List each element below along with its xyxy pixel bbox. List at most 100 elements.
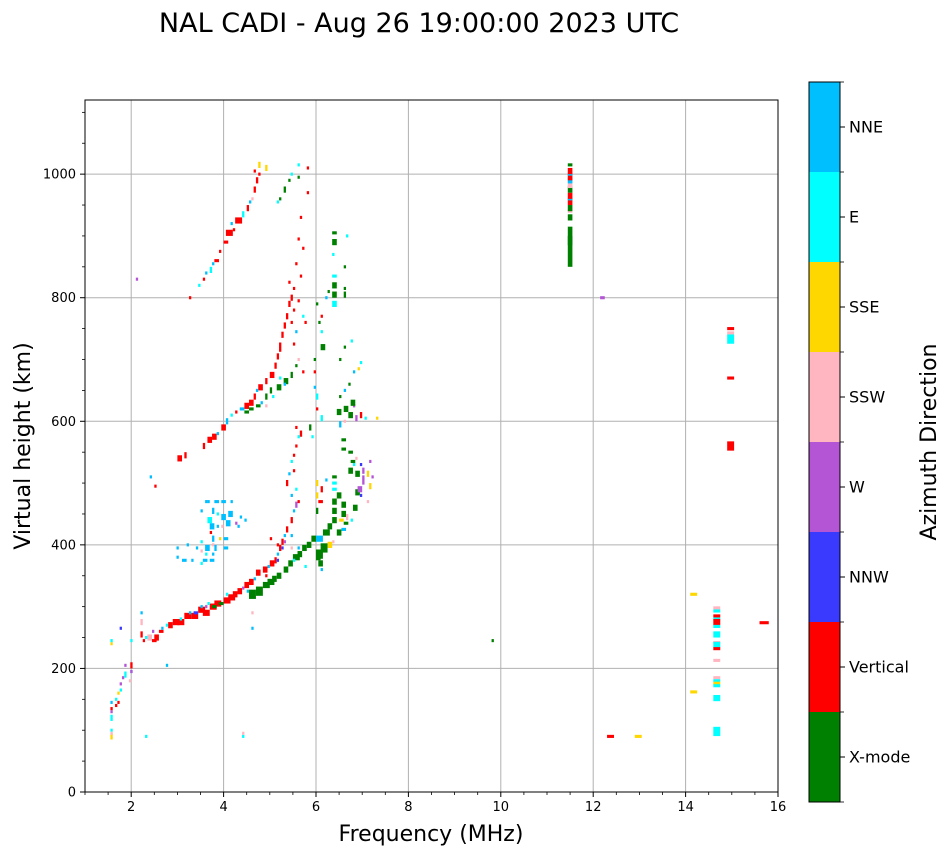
data-point-x-mode xyxy=(336,529,342,536)
data-point-nne xyxy=(239,515,243,519)
data-point-nne xyxy=(221,500,226,504)
data-point-vertical xyxy=(172,619,180,626)
data-point-vertical xyxy=(110,707,113,711)
data-point-nne xyxy=(292,509,296,513)
colorbar-tick-label: SSW xyxy=(849,388,885,407)
data-point-nne xyxy=(212,507,215,514)
y-tick-label: 1000 xyxy=(43,168,76,183)
data-point-x-mode xyxy=(343,286,347,290)
data-point-e xyxy=(115,697,118,701)
data-point-vertical xyxy=(191,612,199,619)
data-point-vertical xyxy=(232,228,236,232)
data-point-vertical xyxy=(292,453,296,457)
data-point-x-mode xyxy=(288,178,291,182)
data-point-vertical xyxy=(567,174,573,181)
data-point-x-mode xyxy=(332,291,337,298)
data-point-e xyxy=(110,728,113,732)
data-point-w xyxy=(369,459,372,463)
data-point-vertical xyxy=(214,259,219,263)
data-point-e xyxy=(145,734,148,738)
plot-background xyxy=(85,100,778,792)
data-point-vertical xyxy=(279,342,282,352)
data-point-sse xyxy=(713,681,721,685)
data-point-x-mode xyxy=(343,345,347,349)
data-point-x-mode xyxy=(341,438,347,442)
data-point-vertical xyxy=(212,433,217,440)
data-point-e xyxy=(205,552,208,556)
data-point-e xyxy=(727,334,735,344)
chart-title: NAL CADI - Aug 26 19:00:00 2023 UTC xyxy=(159,8,679,39)
data-point-vertical xyxy=(302,246,305,250)
data-point-nne xyxy=(325,296,328,300)
data-point-vertical xyxy=(255,569,261,576)
data-point-e xyxy=(316,393,319,400)
data-point-vertical xyxy=(288,300,291,307)
data-point-vertical xyxy=(290,320,293,324)
data-point-x-mode xyxy=(352,504,358,511)
y-tick-label: 800 xyxy=(51,291,76,306)
data-point-vertical xyxy=(713,619,721,626)
data-point-nne xyxy=(223,537,229,541)
data-point-vertical xyxy=(313,370,316,374)
data-point-x-mode xyxy=(316,302,319,306)
data-point-vertical xyxy=(249,578,254,586)
data-point-x-mode xyxy=(249,589,256,599)
colorbar-tick-label: X-mode xyxy=(849,748,910,767)
data-point-vertical xyxy=(292,308,296,312)
data-point-vertical xyxy=(228,594,236,601)
data-point-nne xyxy=(239,407,245,411)
y-tick-label: 200 xyxy=(51,662,76,677)
data-point-e xyxy=(713,679,721,683)
data-point-x-mode xyxy=(292,554,300,561)
data-point-x-mode xyxy=(316,507,319,514)
data-point-nne xyxy=(260,401,263,405)
data-point-w xyxy=(357,486,363,493)
data-point-ssw xyxy=(140,619,143,626)
data-point-ssw xyxy=(251,197,254,201)
data-point-e xyxy=(304,564,307,569)
data-point-e xyxy=(311,435,314,439)
data-point-x-mode xyxy=(336,408,342,416)
data-point-vertical xyxy=(262,566,268,573)
data-point-vertical xyxy=(168,622,173,629)
colorbar-tick-label: SSE xyxy=(849,298,879,317)
y-tick-label: 400 xyxy=(51,538,76,553)
data-point-vertical xyxy=(177,619,185,626)
data-point-x-mode xyxy=(341,501,347,508)
data-point-vertical xyxy=(316,407,319,411)
data-point-nne xyxy=(339,421,342,428)
data-point-nne xyxy=(195,546,199,550)
data-point-vertical xyxy=(265,378,268,385)
data-point-nne xyxy=(176,546,179,550)
data-point-e xyxy=(332,274,337,278)
data-point-sse xyxy=(218,537,222,541)
data-point-nne xyxy=(191,558,194,562)
data-point-e xyxy=(165,623,169,627)
data-point-nne xyxy=(209,558,215,562)
data-point-x-mode xyxy=(332,282,337,289)
data-point-vertical xyxy=(202,442,206,450)
colorbar-tick-label: Vertical xyxy=(849,658,909,677)
data-point-sse xyxy=(110,642,113,646)
data-point-nne xyxy=(214,500,219,504)
data-point-nne xyxy=(343,388,347,392)
grid xyxy=(85,100,778,792)
data-point-vertical xyxy=(297,237,300,241)
data-point-e xyxy=(198,283,201,287)
data-point-x-mode xyxy=(332,498,337,505)
data-point-w xyxy=(362,467,365,474)
colorbar-swatch-e xyxy=(809,172,840,262)
data-point-nnw xyxy=(119,626,122,630)
data-point-x-mode xyxy=(355,470,360,477)
data-point-nnw xyxy=(359,462,363,467)
data-point-vertical xyxy=(246,205,250,212)
data-point-x-mode xyxy=(341,447,347,451)
data-point-nne xyxy=(200,605,203,609)
data-point-x-mode xyxy=(279,197,282,201)
data-point-sse xyxy=(339,518,344,522)
data-point-sse xyxy=(376,416,379,420)
x-axis-label: Frequency (MHz) xyxy=(339,822,524,847)
data-point-x-mode xyxy=(283,378,289,385)
data-point-vertical xyxy=(306,166,310,170)
data-point-x-mode xyxy=(297,175,300,179)
